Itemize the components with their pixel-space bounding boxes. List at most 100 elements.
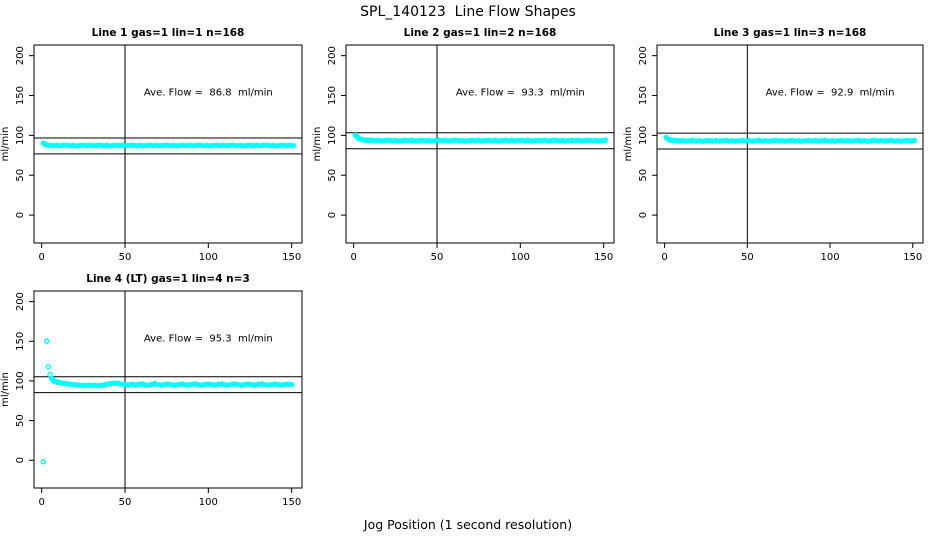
data-point xyxy=(683,138,689,144)
data-point xyxy=(87,142,93,149)
y-tick-label: 150 xyxy=(638,86,649,105)
data-point xyxy=(47,142,53,148)
data-point xyxy=(495,138,502,144)
data-point xyxy=(157,143,163,149)
panel-title: Line 3 gas=1 lin=3 n=168 xyxy=(714,27,867,39)
data-point xyxy=(885,137,891,144)
data-point xyxy=(901,138,908,144)
data-point xyxy=(485,137,492,143)
data-point xyxy=(180,142,187,148)
data-point xyxy=(792,138,799,144)
data-point xyxy=(83,142,90,149)
data-point xyxy=(452,137,459,143)
data-point xyxy=(415,137,422,144)
data-point xyxy=(235,381,242,388)
data-point xyxy=(208,381,215,388)
data-point xyxy=(756,137,762,144)
data-point xyxy=(73,143,80,149)
data-point xyxy=(898,138,904,144)
data-point xyxy=(595,138,602,144)
data-point xyxy=(283,142,290,149)
data-point xyxy=(68,381,75,388)
data-point xyxy=(911,137,918,144)
data-point xyxy=(599,137,605,144)
y-tick-label: 50 xyxy=(15,169,26,182)
data-point xyxy=(439,137,445,144)
panel-title: Line 1 gas=1 lin=1 n=168 xyxy=(92,27,245,39)
data-point xyxy=(719,137,726,144)
data-point xyxy=(908,138,914,144)
x-tick-label: 150 xyxy=(903,252,922,263)
data-point xyxy=(248,382,255,388)
data-point xyxy=(40,459,47,465)
data-point xyxy=(205,381,212,387)
y-tick-label: 200 xyxy=(327,46,338,65)
data-point xyxy=(168,382,175,388)
data-point xyxy=(233,143,240,149)
data-point xyxy=(253,142,260,149)
data-point xyxy=(545,138,552,144)
data-point xyxy=(112,380,118,386)
data-point xyxy=(203,142,210,149)
data-point xyxy=(123,143,130,149)
data-point xyxy=(67,143,73,149)
data-point xyxy=(509,137,515,144)
data-point xyxy=(50,142,57,149)
data-point xyxy=(815,138,822,144)
data-point xyxy=(459,137,465,144)
y-axis-label: ml/min xyxy=(0,127,11,162)
y-axis-label: ml/min xyxy=(623,127,634,162)
data-point xyxy=(280,142,287,148)
data-point xyxy=(200,143,207,149)
data-point xyxy=(699,138,706,144)
data-point xyxy=(575,137,582,144)
data-point xyxy=(188,381,195,388)
x-tick-label: 150 xyxy=(282,497,301,508)
data-point xyxy=(392,137,399,144)
data-point xyxy=(170,142,177,149)
data-point xyxy=(133,143,140,149)
x-tick-label: 100 xyxy=(820,252,839,263)
data-point xyxy=(245,381,252,387)
x-tick-label: 100 xyxy=(199,252,218,263)
data-point xyxy=(432,137,439,144)
y-tick-label: 100 xyxy=(15,371,26,390)
data-point xyxy=(713,137,719,144)
data-point xyxy=(742,138,749,144)
data-point xyxy=(582,137,589,144)
data-point xyxy=(559,137,565,144)
data-point xyxy=(772,137,779,144)
data-point xyxy=(125,382,132,388)
data-point xyxy=(142,382,148,388)
x-tick-label: 100 xyxy=(199,497,218,508)
data-point xyxy=(45,363,52,370)
y-tick-label: 100 xyxy=(638,126,649,145)
data-point xyxy=(213,142,220,148)
data-point xyxy=(389,138,395,144)
panel-1: 0 50 100 150 0 50 100 150 200 ml/min Line 1 gas=1 … xyxy=(0,27,303,263)
plot-box xyxy=(33,290,303,489)
data-point xyxy=(117,142,123,149)
data-point xyxy=(402,137,409,144)
data-point xyxy=(260,142,267,149)
x-tick-label: 50 xyxy=(431,252,444,263)
data-point xyxy=(190,143,197,149)
data-point xyxy=(782,138,789,144)
data-point xyxy=(193,142,200,149)
data-point xyxy=(70,142,77,149)
figure-x-axis-label: Jog Position (1 second resolution) xyxy=(363,517,573,532)
data-point xyxy=(848,138,855,144)
panel-title: Line 2 gas=1 lin=2 n=168 xyxy=(404,27,557,39)
data-point xyxy=(676,138,683,144)
data-point xyxy=(412,138,419,144)
y-tick-label: 150 xyxy=(327,86,338,105)
y-tick-label: 150 xyxy=(15,332,26,351)
data-point xyxy=(270,142,277,149)
data-point xyxy=(822,137,828,144)
data-point xyxy=(98,382,105,389)
data-point xyxy=(85,382,92,388)
data-point xyxy=(143,142,150,149)
data-point xyxy=(255,381,262,388)
data-point xyxy=(569,137,575,144)
data-point xyxy=(445,138,452,144)
